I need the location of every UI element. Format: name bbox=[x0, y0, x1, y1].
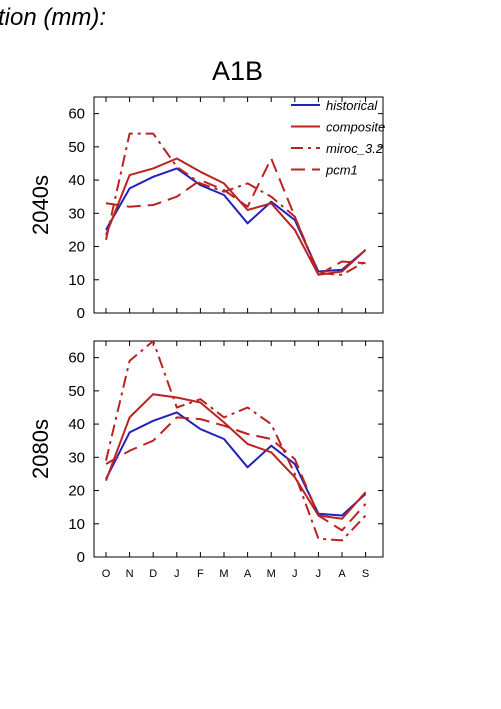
series-line-historical bbox=[105, 167, 367, 273]
chart-panel-2080s: 0 10 20 30 40 50 60 O N D J F M A M J J A S 2080s bbox=[28, 340, 384, 580]
scenario-title: A1B bbox=[211, 56, 264, 86]
plot-frame bbox=[93, 96, 384, 314]
series-line-composite bbox=[105, 393, 367, 520]
y-tick-label: 20 bbox=[68, 483, 85, 500]
y-tick-label: 0 bbox=[77, 549, 85, 566]
y-axis-label: 2040s bbox=[28, 175, 53, 235]
y-tick-label: 60 bbox=[68, 106, 85, 123]
y-tick-label: 40 bbox=[68, 416, 85, 433]
legend-label-miroc_3.2: miroc_3.2 bbox=[326, 141, 384, 156]
x-tick-label: M bbox=[219, 568, 228, 580]
y-tick-label: 20 bbox=[68, 239, 85, 256]
y-tick-label: 60 bbox=[68, 350, 85, 367]
series-line-historical bbox=[105, 411, 367, 517]
plot-frame bbox=[93, 340, 384, 558]
figure-title-fragment: tion (mm): bbox=[0, 4, 106, 31]
y-tick-label: 0 bbox=[77, 305, 85, 322]
legend-label-composite: composite bbox=[326, 120, 385, 135]
x-tick-label: S bbox=[362, 568, 369, 580]
y-tick-label: 30 bbox=[68, 449, 85, 466]
chart-panel-2040s: 0 10 20 30 40 50 60 2040s historical composite mir… bbox=[28, 96, 385, 322]
x-tick-label: J bbox=[174, 568, 180, 580]
x-tick-label: M bbox=[267, 568, 276, 580]
y-tick-label: 10 bbox=[68, 272, 85, 289]
legend: historical composite miroc_3.2 pcm1 bbox=[291, 98, 385, 178]
x-tick-label: D bbox=[149, 568, 157, 580]
series-line-pcm1 bbox=[105, 157, 366, 276]
y-axis-label: 2080s bbox=[28, 419, 53, 479]
legend-label-pcm1: pcm1 bbox=[325, 163, 358, 178]
x-tick-label: N bbox=[126, 568, 134, 580]
y-tick-label: 40 bbox=[68, 172, 85, 189]
x-tick-label: F bbox=[197, 568, 204, 580]
y-tick-label: 50 bbox=[68, 383, 85, 400]
x-tick-label: A bbox=[244, 568, 252, 580]
y-tick-label: 50 bbox=[68, 139, 85, 156]
y-tick-label: 30 bbox=[68, 205, 85, 222]
x-tick-label: A bbox=[338, 568, 346, 580]
x-tick-label: J bbox=[292, 568, 298, 580]
y-tick-label: 10 bbox=[68, 516, 85, 533]
x-tick-label: O bbox=[102, 568, 111, 580]
legend-label-historical: historical bbox=[326, 98, 378, 113]
series-line-pcm1 bbox=[105, 416, 367, 532]
x-tick-label: J bbox=[316, 568, 322, 580]
series-line-miroc_3.2 bbox=[105, 340, 367, 542]
